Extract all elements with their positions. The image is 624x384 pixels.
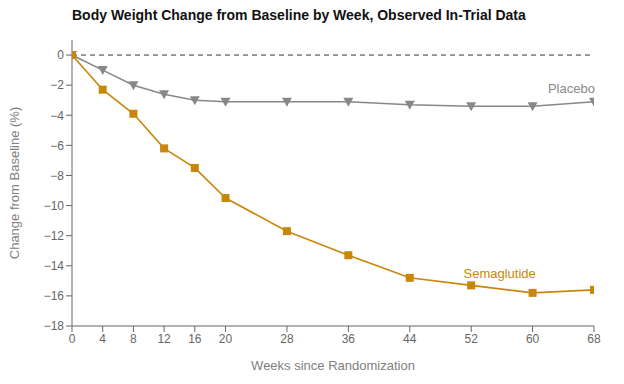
svg-text:−6: −6: [50, 139, 64, 153]
svg-text:−14: −14: [44, 259, 65, 273]
svg-text:60: 60: [526, 332, 540, 346]
svg-text:36: 36: [342, 332, 356, 346]
svg-text:28: 28: [280, 332, 294, 346]
svg-text:−12: −12: [44, 229, 65, 243]
html-text:Body Weight Change from Baseli: Body Weight Change from Baseline by Week…: [72, 7, 526, 23]
svg-text:8: 8: [130, 332, 137, 346]
svg-text:Placebo: Placebo: [548, 81, 595, 96]
svg-text:20: 20: [219, 332, 233, 346]
svg-text:Weeks since Randomization: Weeks since Randomization: [251, 358, 415, 373]
svg-text:Change from Baseline (%): Change from Baseline (%): [8, 107, 22, 259]
svg-text:0: 0: [57, 48, 64, 62]
svg-text:−10: −10: [44, 199, 65, 213]
svg-text:16: 16: [188, 332, 202, 346]
svg-text:Semaglutide: Semaglutide: [464, 266, 536, 281]
svg-text:−18: −18: [44, 319, 65, 333]
svg-text:−2: −2: [50, 78, 64, 92]
svg-text:−4: −4: [50, 109, 64, 123]
svg-text:12: 12: [157, 332, 171, 346]
svg-text:−16: −16: [44, 289, 65, 303]
svg-text:4: 4: [99, 332, 106, 346]
svg-text:52: 52: [464, 332, 478, 346]
svg-text:44: 44: [403, 332, 417, 346]
svg-text:0: 0: [69, 332, 76, 346]
svg-text:68: 68: [587, 332, 601, 346]
svg-text:−8: −8: [50, 169, 64, 183]
